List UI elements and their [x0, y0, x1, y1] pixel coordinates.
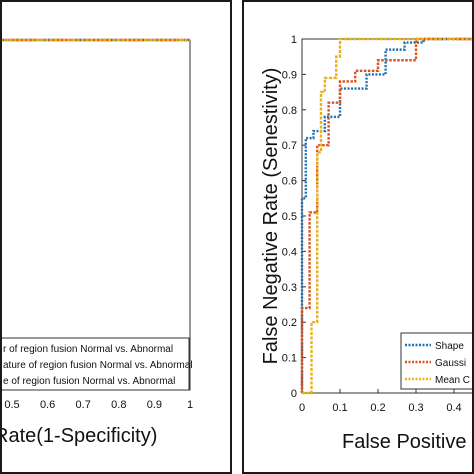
right-series-line-1	[300, 37, 472, 393]
left-legend-box	[2, 337, 190, 391]
right-y-tick-label: 0	[291, 388, 297, 400]
right-y-tick-label: 0.5	[282, 211, 297, 223]
right-legend-label: Gaussi	[435, 358, 466, 369]
left-x-tick-label: 0.8	[111, 399, 126, 411]
left-x-tick-label: 0.6	[40, 399, 55, 411]
right-x-tick-label: 0.4	[446, 402, 461, 414]
left-x-tick-label: 0.5	[4, 399, 19, 411]
left-series-line-1	[2, 38, 190, 42]
left-series-line-3	[2, 38, 190, 42]
right-series-line-3	[302, 37, 472, 395]
right-y-tick-label: 0.3	[282, 282, 297, 294]
right-series-line-2	[300, 37, 472, 393]
right-legend-label: Shape	[435, 341, 464, 352]
left-legend-label: e of region fusion Normal vs. Abnormal	[3, 376, 175, 387]
left-chart-panel: 0.5 0.6 0.7 0.8 0.9 1 r of region fusion Norma…	[0, 0, 232, 474]
right-y-tick-label: 0.4	[282, 246, 297, 258]
right-x-tick-label: 0.1	[332, 402, 347, 414]
right-y-tick-label: 0.1	[282, 353, 297, 365]
left-legend-label: ature of region fusion Normal vs. Abnorm…	[3, 360, 193, 371]
right-x-tick-label: 0.2	[370, 402, 385, 414]
left-roc-chart: 0.5 0.6 0.7 0.8 0.9 1 r of region fusion Norma…	[2, 38, 193, 447]
right-y-axis-title: False Negative Rate (Senestivity)	[260, 68, 282, 365]
right-y-tick-label: 0.7	[282, 140, 297, 152]
right-y-tick-label: 0.9	[282, 69, 297, 81]
right-x-tick-label: 0	[299, 402, 305, 414]
right-x-tick-label: 0.3	[408, 402, 423, 414]
right-chart-panel: 0 0.1 0.2 0.3 0.4 0.5 0.6 0.7 0.8 0.9 1 0 0.1 0.2 0.3 0…	[242, 0, 474, 474]
left-series-line-2	[2, 38, 190, 42]
right-y-tick-label: 0.6	[282, 176, 297, 188]
right-x-axis-title: False Positive R	[342, 431, 474, 453]
right-y-tick-label: 1	[291, 34, 297, 46]
right-y-tick-label: 0.2	[282, 317, 297, 329]
left-legend-label: r of region fusion Normal vs. Abnormal	[3, 344, 173, 355]
right-legend-label: Mean C	[435, 375, 470, 386]
left-x-axis-title: Rate(1-Specificity)	[2, 425, 157, 447]
left-x-tick-label: 0.7	[76, 399, 91, 411]
right-roc-chart: 0 0.1 0.2 0.3 0.4 0.5 0.6 0.7 0.8 0.9 1 0 0.1 0.2 0.3 0…	[260, 34, 474, 453]
right-y-tick-label: 0.8	[282, 105, 297, 117]
left-x-tick-label: 1	[187, 399, 193, 411]
left-x-tick-label: 0.9	[147, 399, 162, 411]
